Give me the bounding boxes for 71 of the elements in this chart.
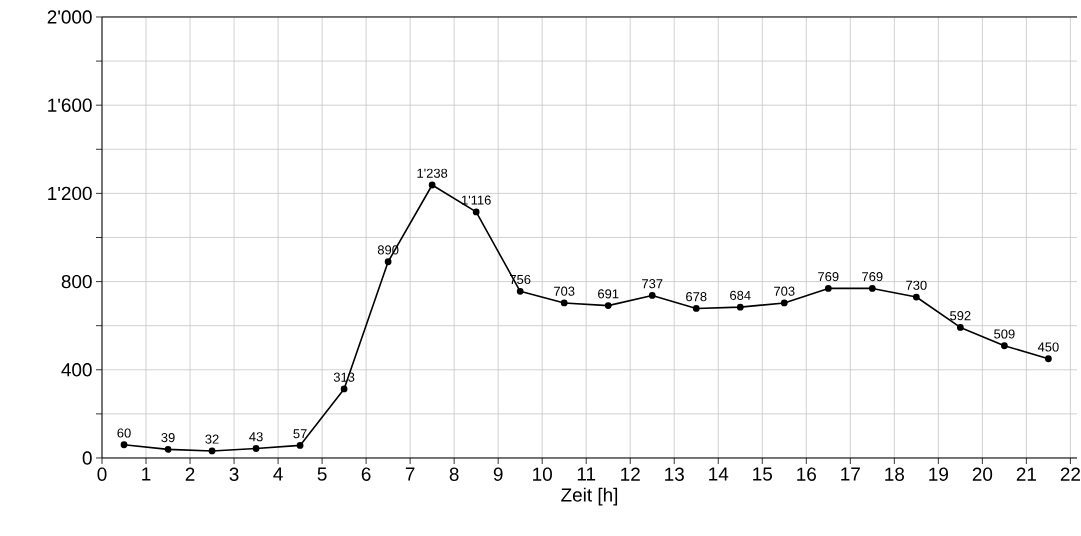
x-tick-label: 21 (1016, 467, 1036, 481)
data-label: 592 (950, 311, 971, 321)
point (1045, 355, 1052, 363)
x-tick-label: 10 (533, 467, 552, 481)
data-label: 57 (293, 429, 307, 439)
x-tick-label: 2 (185, 467, 195, 481)
point (516, 287, 524, 295)
data-label: 703 (554, 286, 575, 296)
x-tick-label: 3 (229, 467, 239, 481)
x-tick-label: 14 (709, 467, 729, 481)
point (868, 285, 876, 292)
point (824, 285, 832, 292)
point (120, 441, 128, 449)
point (560, 299, 568, 307)
y-tick-label: 1'600 (48, 98, 92, 112)
point (780, 299, 788, 307)
x-tick-label: 6 (361, 467, 371, 481)
point (692, 305, 700, 312)
x-tick-label: 12 (621, 467, 640, 481)
x-axis-title: Zeit [h] (561, 487, 618, 506)
data-label: 39 (161, 433, 175, 443)
x-tick-label: 22 (1060, 467, 1080, 481)
data-label: 730 (906, 280, 927, 290)
x-tick-label: 5 (317, 467, 327, 481)
x-tick-label: 8 (449, 467, 459, 481)
x-tick-label: 4 (273, 467, 283, 481)
x-tick-label: 11 (577, 467, 596, 481)
data-label: 684 (730, 290, 751, 300)
point (384, 258, 392, 266)
x-tick-label: 16 (797, 467, 816, 481)
x-tick-label: 13 (665, 467, 684, 481)
data-label: 32 (205, 434, 219, 444)
y-tick-label: 400 (61, 363, 92, 377)
data-label: 703 (774, 286, 795, 296)
x-tick-label: 19 (929, 467, 948, 481)
point (340, 385, 348, 393)
data-label: 737 (642, 279, 663, 289)
data-label: 691 (598, 289, 619, 299)
point (252, 445, 260, 452)
x-tick-label: 20 (972, 467, 993, 481)
point (296, 442, 304, 449)
x-tick-label: 15 (753, 467, 773, 481)
x-tick-label: 1 (142, 467, 151, 481)
data-label: 678 (686, 292, 707, 302)
point (956, 324, 964, 331)
data-label: 43 (249, 432, 263, 442)
point (472, 208, 480, 216)
x-tick-label: 9 (493, 467, 503, 481)
point (208, 447, 216, 455)
point (912, 293, 920, 301)
point (736, 303, 744, 311)
data-label: 509 (994, 329, 1015, 339)
y-tick-label: 1'200 (48, 186, 92, 201)
y-tick-label: 2'000 (47, 10, 92, 24)
y-tick-label: 0 (82, 451, 92, 465)
point (1000, 342, 1008, 350)
data-label: 450 (1037, 342, 1059, 352)
data-label: 769 (862, 272, 883, 282)
x-tick-label: 7 (405, 467, 415, 481)
point (604, 302, 612, 310)
point (648, 292, 656, 299)
data-label: 1'116 (461, 195, 491, 205)
y-tick-label: 800 (61, 274, 92, 289)
data-label: 1'238 (417, 168, 448, 178)
x-tick-label: 17 (841, 467, 860, 481)
point (164, 446, 172, 453)
point (428, 181, 436, 189)
data-label: 60 (117, 428, 131, 438)
data-label: 769 (818, 272, 839, 282)
x-tick-label: 0 (97, 467, 107, 481)
x-tick-label: 18 (885, 467, 905, 481)
